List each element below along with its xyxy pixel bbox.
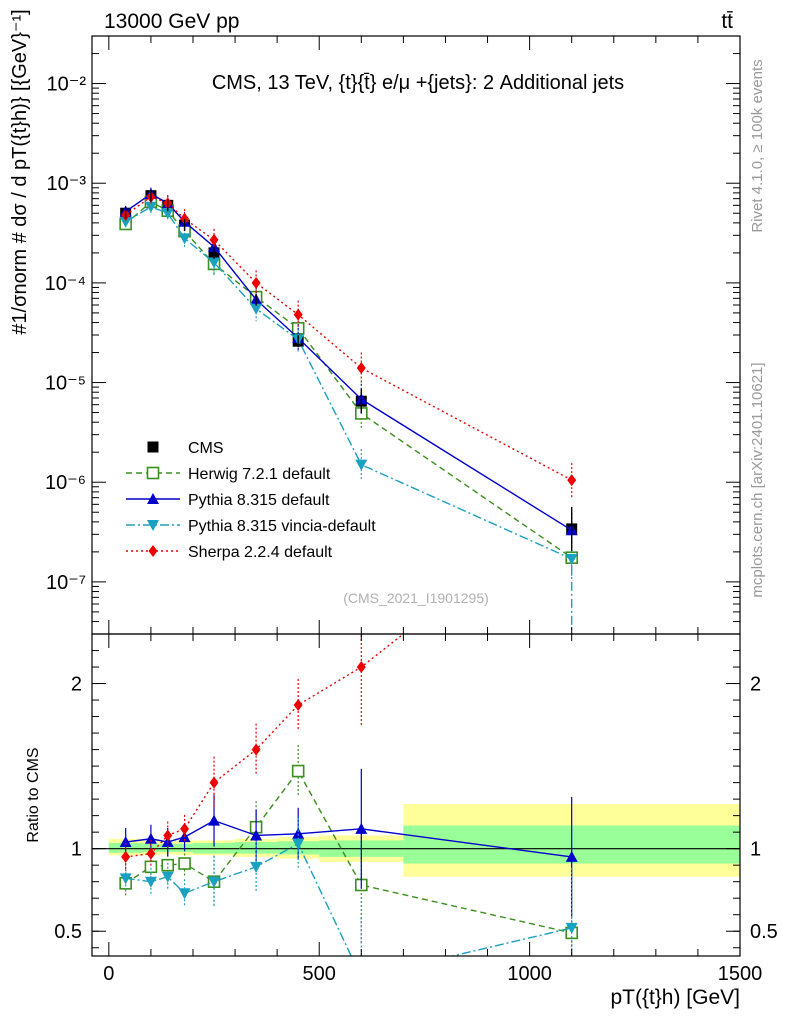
- ratio-point-vincia: [292, 838, 305, 850]
- legend-marker-pythia: [147, 493, 159, 504]
- point-sherpa: [293, 308, 303, 321]
- legend-marker-cms: [147, 441, 159, 453]
- point-vincia: [250, 303, 263, 315]
- legend-label: Pythia 8.315 default: [188, 492, 330, 509]
- point-vincia: [161, 208, 174, 220]
- ratio-point-herwig: [161, 858, 175, 872]
- legend-marker-herwig: [146, 466, 160, 480]
- point-vincia: [355, 459, 368, 471]
- legend-entry-pythia: Pythia 8.315 default: [126, 492, 330, 509]
- ratio-panel: 2 2 1 1 0.5 0.5 0 500 1000 1500 Ratio to CMS pT({…: [25, 496, 778, 1009]
- legend-entry-sherpa: Sherpa 2.2.4 default: [126, 544, 333, 561]
- ratio-frame: [91, 633, 741, 957]
- ratio-point-sherpa: [293, 699, 303, 712]
- ratio-point-pythia: [144, 832, 157, 844]
- legend-entry-cms: CMS: [147, 440, 224, 457]
- series-line-sherpa: [125, 196, 573, 481]
- mcplots-label: mcplots.cern.ch [arXiv:2401.10621]: [749, 362, 766, 597]
- ratio-point-vincia: [250, 861, 263, 873]
- x-axis-label: pT({t}h) [GeV]: [610, 986, 740, 1009]
- x-tick-label: 1000: [507, 963, 552, 985]
- ratio-point-sherpa: [180, 822, 190, 835]
- ratio-point-herwig: [144, 860, 158, 874]
- y-tick-label: 10⁻⁴: [45, 273, 86, 295]
- ratio-y-tick-label: 0.5: [54, 921, 82, 943]
- point-sherpa: [567, 474, 577, 487]
- ratio-point-sherpa: [567, 496, 576, 508]
- x-tick-label: 1500: [718, 963, 763, 985]
- legend-entry-herwig: Herwig 7.2.1 default: [126, 466, 331, 483]
- y-tick-label: 10⁻³: [47, 173, 87, 195]
- main-panel: 10⁻² 10⁻³ 10⁻⁴ 10⁻⁵ 10⁻⁶ 10⁻⁷ CMS, 13 TeV, {t…: [9, 9, 741, 635]
- ratio-y-tick-label-right: 0.5: [750, 921, 778, 943]
- point-vincia: [178, 233, 191, 245]
- ratio-point-herwig: [178, 857, 191, 870]
- legend-label: Pythia 8.315 vincia-default: [188, 518, 376, 535]
- ratio-point-herwig: [291, 764, 305, 778]
- ratio-point-sherpa: [209, 776, 219, 789]
- y-tick-label: 10⁻⁶: [45, 472, 86, 494]
- legend-label: Herwig 7.2.1 default: [188, 466, 331, 483]
- ratio-y-tick-label-right: 2: [750, 674, 761, 696]
- ratio-y-tick-label-right: 1: [750, 839, 761, 861]
- main-ylabel: #1/σnorm # dσ / d pT({t}h)} [{GeV}⁻¹]: [9, 9, 31, 334]
- legend-marker-vincia: [147, 520, 159, 531]
- rivet-label: Rivet 4.1.0, ≥ 100k events: [749, 59, 766, 232]
- ratio-ylabel: Ratio to CMS: [25, 747, 42, 842]
- ratio-point-sherpa: [121, 850, 131, 863]
- y-tick-label: 10⁻⁷: [46, 572, 86, 594]
- ratio-y-tick-label: 2: [71, 674, 82, 696]
- uncertainty-bands: [108, 804, 740, 877]
- ratio-point-pythia: [208, 814, 221, 826]
- ratio-point-vincia: [161, 871, 174, 883]
- legend: CMS Herwig 7.2.1 default Pythia 8.315 defa…: [126, 440, 376, 561]
- ratio-point-vincia: [208, 876, 221, 888]
- point-vincia: [208, 257, 221, 269]
- point-sherpa: [209, 233, 219, 246]
- ratio-point-sherpa: [251, 743, 261, 756]
- header-left: 13000 GeV pp: [104, 10, 239, 33]
- ratio-point-sherpa: [146, 847, 156, 860]
- point-sherpa: [356, 361, 366, 374]
- ratio-point-pythia: [355, 822, 368, 834]
- ratio-point-vincia: [119, 873, 132, 885]
- ratio-point-vincia: [565, 922, 578, 934]
- y-axis-label: #1/σnorm # dσ / d pT({t}h)} [{GeV}⁻¹]: [9, 9, 31, 334]
- point-vincia: [144, 201, 157, 213]
- ratio-point-sherpa: [163, 829, 173, 842]
- ratio-series-vincia: [119, 817, 578, 983]
- ratio-point-vincia: [355, 972, 367, 983]
- legend-label: Sherpa 2.2.4 default: [188, 544, 333, 561]
- point-vincia: [119, 216, 132, 228]
- x-tick-label: 500: [303, 963, 336, 985]
- legend-marker-sherpa: [148, 545, 158, 557]
- ratio-point-pythia: [292, 827, 305, 839]
- point-sherpa: [180, 212, 190, 225]
- x-tick-label: 0: [103, 963, 114, 985]
- y-tick-label: 10⁻²: [47, 74, 87, 96]
- series-sherpa: [121, 190, 577, 498]
- header-right: tt̄: [721, 10, 733, 33]
- main-title: CMS, 13 TeV, {t}{t̄} e/μ +{jets}: 2 Addi…: [212, 72, 624, 94]
- ratio-point-sherpa: [356, 661, 366, 674]
- legend-entry-vincia: Pythia 8.315 vincia-default: [126, 518, 376, 535]
- point-sherpa: [251, 276, 261, 289]
- ratio-y-tick-label: 1: [71, 839, 82, 861]
- watermark: (CMS_2021_I1901295): [343, 590, 489, 606]
- legend-label: CMS: [188, 440, 224, 457]
- point-vincia: [565, 553, 578, 565]
- cms-errors: [124, 189, 573, 551]
- ratio-point-vincia: [144, 876, 157, 888]
- ratio-series-sherpa: [121, 496, 576, 871]
- ratio-point-pythia: [565, 850, 578, 862]
- ratio-point-vincia: [178, 888, 191, 900]
- ratio-point-pythia: [119, 836, 132, 848]
- y-tick-label: 10⁻⁵: [45, 373, 86, 395]
- ratio-point-pythia: [250, 829, 263, 841]
